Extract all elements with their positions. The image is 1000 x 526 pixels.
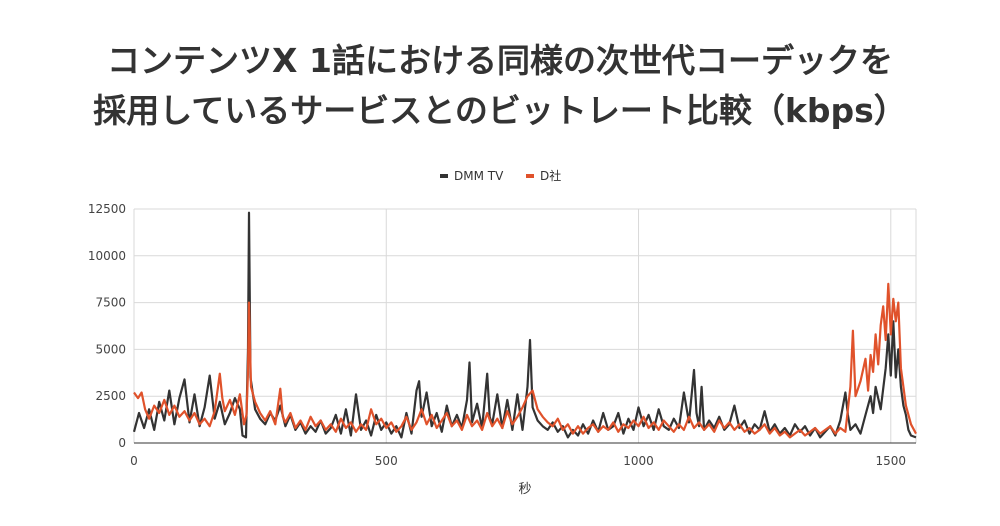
x-axis-title: 秒: [518, 482, 531, 497]
y-tick-label: 10000: [88, 249, 126, 263]
x-tick-label: 0: [130, 454, 138, 468]
axes: 0 2500 5000 7500 10000 12500 0 500 1000 1500 秒: [88, 202, 916, 497]
y-tick-label: 0: [118, 436, 126, 450]
x-tick-label: 500: [375, 454, 398, 468]
legend-label: DMM TV: [454, 169, 504, 183]
chart-title-line-1: コンテンツX 1話における同様の次世代コーデックを: [107, 41, 893, 80]
legend: DMM TV D社: [440, 168, 561, 183]
legend-swatch: [440, 174, 448, 178]
legend-label: D社: [540, 168, 561, 183]
series-line-dmm-tv: [132, 211, 917, 439]
y-tick-label: 2500: [95, 389, 126, 403]
chart-title-line-2: 採用しているサービスとのビットレート比較（kbps）: [93, 91, 907, 130]
series-group: [132, 211, 917, 439]
chart-title: コンテンツX 1話における同様の次世代コーデックを 採用しているサービスとのビッ…: [0, 36, 1000, 136]
x-tick-label: 1000: [623, 454, 654, 468]
y-tick-label: 12500: [88, 202, 126, 216]
y-tick-label: 7500: [95, 296, 126, 310]
x-tick-label: 1500: [876, 454, 907, 468]
legend-swatch: [526, 174, 534, 178]
y-tick-label: 5000: [95, 342, 126, 356]
series-line-d-company: [133, 282, 917, 439]
